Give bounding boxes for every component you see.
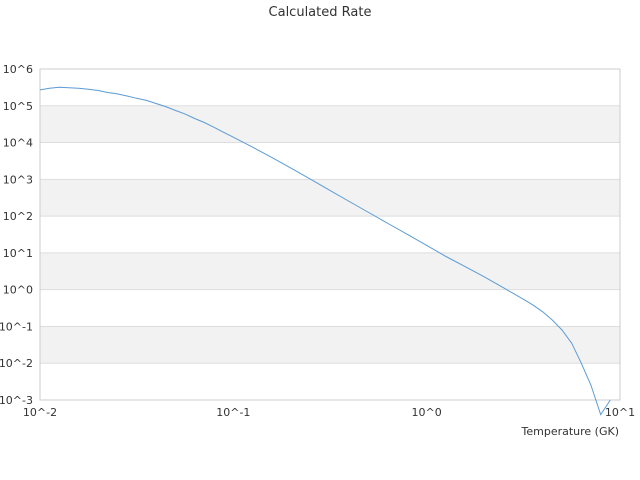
- y-tick-label: 10^-3: [0, 394, 33, 407]
- x-axis-label: Temperature (GK): [521, 425, 620, 438]
- x-tick-label: 10^-2: [23, 406, 57, 419]
- plot-band: [40, 363, 620, 400]
- chart-title: Calculated Rate: [269, 5, 372, 20]
- plot-band: [40, 179, 620, 217]
- y-tick-label: 10^-1: [0, 320, 33, 333]
- y-tick-label: 10^2: [3, 210, 33, 223]
- plot-band: [40, 142, 620, 180]
- y-tick-label: 10^3: [3, 173, 33, 186]
- x-tick-labels: 10^-2 10^-1 10^0 10^1: [23, 406, 635, 419]
- plot-band: [40, 326, 620, 364]
- y-tick-label: 10^5: [3, 100, 33, 113]
- series-line: [39, 86, 611, 416]
- y-tick-labels: 10^-3 10^-2 10^-1 10^0 10^1 10^2 10^3 10^4 10^5 1…: [0, 63, 33, 407]
- x-tick-label: 10^-1: [216, 406, 250, 419]
- y-tick-label: 10^0: [3, 284, 33, 297]
- y-tick-label: 10^4: [3, 137, 33, 150]
- plot-bands: [40, 69, 620, 400]
- x-tick-label: 10^0: [412, 406, 442, 419]
- y-tick-label: 10^-2: [0, 357, 33, 370]
- x-tick-label: 10^1: [605, 406, 635, 419]
- plot-band: [40, 105, 620, 143]
- plot-band: [40, 252, 620, 290]
- plot-band: [40, 69, 620, 106]
- plot-frame: [39, 68, 621, 401]
- y-tick-label: 10^1: [3, 247, 33, 260]
- plot-band: [40, 289, 620, 327]
- y-tick-label: 10^6: [3, 63, 33, 76]
- plot-band: [40, 216, 620, 253]
